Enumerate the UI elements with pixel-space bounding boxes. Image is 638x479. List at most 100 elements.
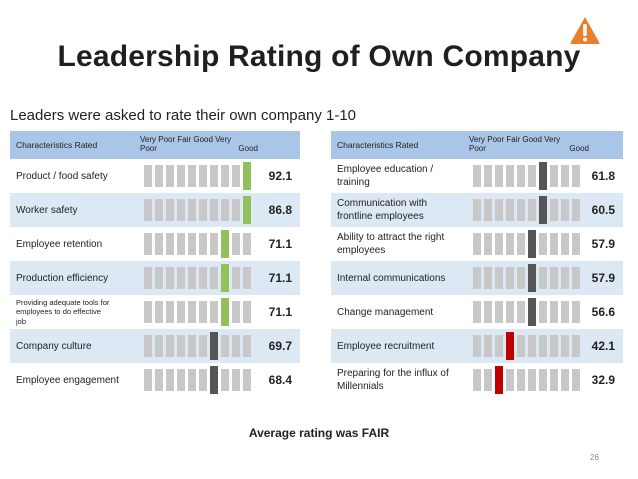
- scale-segment: [539, 369, 547, 391]
- rating-marker: [506, 332, 514, 360]
- row-label: Company culture: [16, 329, 92, 363]
- scale-segment: [166, 165, 174, 187]
- scale-segment: [144, 301, 152, 323]
- scale-segment: [572, 165, 580, 187]
- scale-segment: [495, 165, 503, 187]
- row-label-line: Company culture: [16, 340, 92, 352]
- row-label-line: Millennials: [337, 381, 384, 392]
- scale-segment: [484, 165, 492, 187]
- row-label-line: Communication with: [337, 198, 428, 209]
- scale-segment: [199, 369, 207, 391]
- row-label-line: frontline employees: [337, 211, 424, 222]
- row-label: Preparing for the influx of Millennials: [337, 363, 449, 397]
- scale-segment: [528, 165, 536, 187]
- scale-segment: [550, 335, 558, 357]
- scale-segment: [232, 301, 240, 323]
- scale-segment: [550, 233, 558, 255]
- row-label: Production efficiency: [16, 261, 108, 295]
- scale-segment: [528, 199, 536, 221]
- rating-value: 71.1: [268, 237, 292, 251]
- row-label: Providing adequate tools for employees to…: [16, 295, 109, 329]
- right-scale-labels: Very Poor Fair Good Very Poor Good: [469, 135, 589, 153]
- scale-segment: [188, 199, 196, 221]
- rating-value: 56.6: [591, 305, 615, 319]
- scale-segment: [177, 165, 185, 187]
- scale-segment: [199, 233, 207, 255]
- scale-segment: [155, 165, 163, 187]
- scale-segment: [561, 267, 569, 289]
- scale-segment: [484, 335, 492, 357]
- rating-value: 71.1: [268, 305, 292, 319]
- scale-segment: [155, 233, 163, 255]
- scale-segment: [528, 369, 536, 391]
- row-label-line: Change management: [337, 306, 434, 318]
- rating-row: Company culture 69.7: [10, 329, 300, 363]
- scale-segment: [572, 369, 580, 391]
- scale-segment: [188, 335, 196, 357]
- rating-row: Production efficiency 71.1: [10, 261, 300, 295]
- left-scale-poor: Poor: [140, 144, 157, 153]
- scale-segment: [232, 267, 240, 289]
- left-rows: Product / food safety 92.1 Worker safety 86…: [10, 159, 300, 397]
- scale-segment: [177, 233, 185, 255]
- scale-segment: [528, 335, 536, 357]
- row-label-line: Employee engagement: [16, 374, 119, 386]
- row-label-line: employees to do effective: [16, 307, 101, 317]
- scale-segment: [484, 301, 492, 323]
- rating-marker: [243, 162, 251, 190]
- rating-marker: [221, 298, 229, 326]
- scale-segment: [561, 199, 569, 221]
- row-label: Internal communications: [337, 261, 445, 295]
- scale-segment: [155, 335, 163, 357]
- scale-segment: [210, 165, 218, 187]
- scale-segment: [495, 301, 503, 323]
- scale-segment: [221, 199, 229, 221]
- rating-marker: [528, 230, 536, 258]
- scale-segment: [561, 335, 569, 357]
- scale-segment: [188, 301, 196, 323]
- left-panel-header: Characteristics Rated Very Poor Fair Goo…: [10, 131, 300, 159]
- scale-segment: [177, 301, 185, 323]
- rating-marker: [539, 196, 547, 224]
- scale-segment: [210, 233, 218, 255]
- scale-segment: [517, 301, 525, 323]
- left-scale-top: Very Poor Fair Good Very: [140, 135, 232, 144]
- scale-segment: [166, 335, 174, 357]
- scale-segment: [155, 369, 163, 391]
- right-scale-good: Good: [569, 144, 589, 153]
- scale-segment: [517, 335, 525, 357]
- right-scale-top: Very Poor Fair Good Very: [469, 135, 561, 144]
- left-scale-good: Good: [238, 144, 258, 153]
- scale-segment: [221, 165, 229, 187]
- row-label-line: Providing adequate tools for: [16, 297, 110, 307]
- scale-segment: [572, 233, 580, 255]
- rating-row: Ability to attract the right employees 57.…: [331, 227, 623, 261]
- scale-segment: [506, 267, 514, 289]
- rating-value: 57.9: [591, 271, 615, 285]
- row-label-line: training: [337, 177, 370, 188]
- rating-marker: [539, 162, 547, 190]
- scale-segment: [199, 267, 207, 289]
- scale-segment: [177, 335, 185, 357]
- scale-segment: [166, 267, 174, 289]
- right-header-characteristics: Characteristics Rated: [337, 140, 419, 150]
- scale-segment: [243, 369, 251, 391]
- scale-segment: [506, 301, 514, 323]
- left-header-characteristics: Characteristics Rated: [16, 140, 98, 150]
- row-label: Employee retention: [16, 227, 102, 261]
- scale-segment: [506, 165, 514, 187]
- rating-value: 71.1: [268, 271, 292, 285]
- scale-segment: [199, 199, 207, 221]
- rating-marker: [528, 298, 536, 326]
- subtitle: Leaders were asked to rate their own com…: [10, 107, 357, 124]
- scale-segment: [199, 335, 207, 357]
- scale-segment: [210, 199, 218, 221]
- scale-segment: [517, 369, 525, 391]
- scale-segment: [473, 335, 481, 357]
- left-scale-labels: Very Poor Fair Good Very Poor Good: [140, 135, 258, 153]
- scale-segment: [484, 233, 492, 255]
- scale-segment: [506, 233, 514, 255]
- scale-segment: [177, 199, 185, 221]
- scale-segment: [221, 335, 229, 357]
- warning-icon: [570, 17, 600, 44]
